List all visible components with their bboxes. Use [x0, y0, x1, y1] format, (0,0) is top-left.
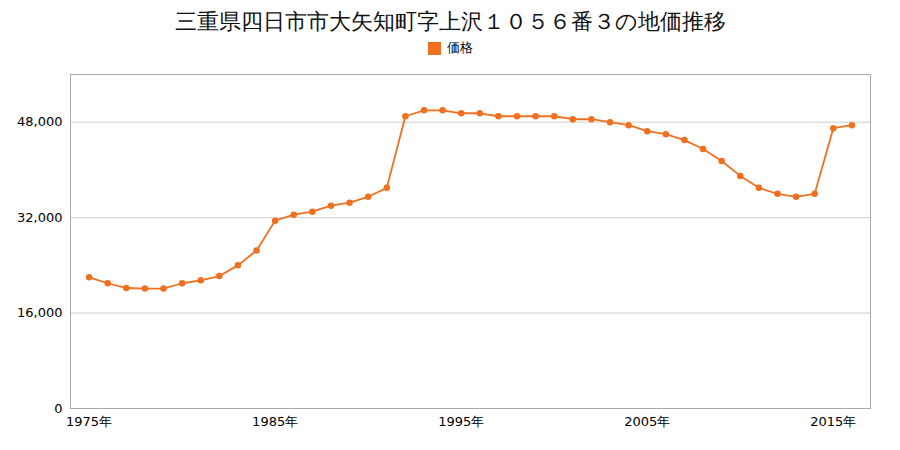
svg-text:48,000: 48,000 — [17, 114, 63, 129]
svg-text:2005年: 2005年 — [624, 414, 670, 429]
svg-text:0: 0 — [54, 401, 62, 416]
svg-text:32,000: 32,000 — [17, 210, 63, 225]
html-text:価格: 価格 — [446, 40, 473, 55]
html-text:三重県四日市市大矢知町字上沢１０５６番３の地価推移: 三重県四日市市大矢知町字上沢１０５６番３の地価推移 — [174, 9, 726, 34]
svg-text:1975年: 1975年 — [66, 414, 112, 429]
svg-text:2015年: 2015年 — [810, 414, 856, 429]
svg-text:1985年: 1985年 — [252, 414, 298, 429]
svg-text:16,000: 16,000 — [17, 305, 63, 320]
svg-text:1995年: 1995年 — [438, 414, 484, 429]
